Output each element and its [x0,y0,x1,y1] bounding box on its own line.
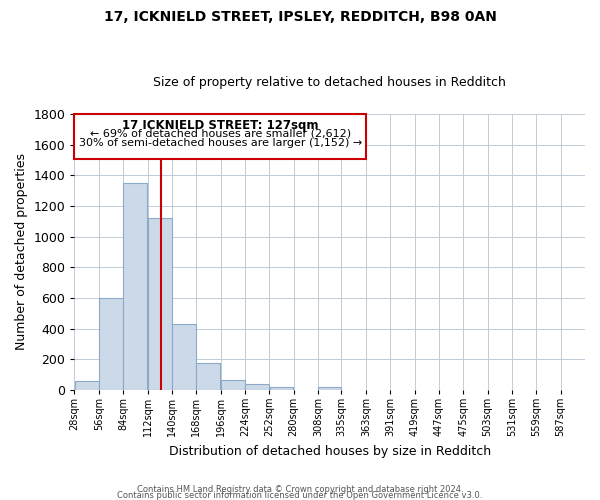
Title: Size of property relative to detached houses in Redditch: Size of property relative to detached ho… [153,76,506,90]
Text: 17 ICKNIELD STREET: 127sqm: 17 ICKNIELD STREET: 127sqm [122,119,319,132]
Bar [148,218,172,390]
X-axis label: Distribution of detached houses by size in Redditch: Distribution of detached houses by size … [169,444,491,458]
Bar [269,386,293,390]
Bar [196,363,220,390]
Text: Contains HM Land Registry data © Crown copyright and database right 2024.: Contains HM Land Registry data © Crown c… [137,484,463,494]
Bar [318,386,341,390]
Text: 30% of semi-detached houses are larger (1,152) →: 30% of semi-detached houses are larger (… [79,138,362,148]
Bar [124,183,147,390]
Text: 17, ICKNIELD STREET, IPSLEY, REDDITCH, B98 0AN: 17, ICKNIELD STREET, IPSLEY, REDDITCH, B… [104,10,496,24]
Bar [74,114,366,158]
Bar [75,380,98,390]
Bar [245,384,269,390]
Bar [172,324,196,390]
Text: Contains public sector information licensed under the Open Government Licence v3: Contains public sector information licen… [118,490,482,500]
Y-axis label: Number of detached properties: Number of detached properties [15,154,28,350]
Bar [99,298,123,390]
Text: ← 69% of detached houses are smaller (2,612): ← 69% of detached houses are smaller (2,… [89,129,351,139]
Bar [221,380,245,390]
